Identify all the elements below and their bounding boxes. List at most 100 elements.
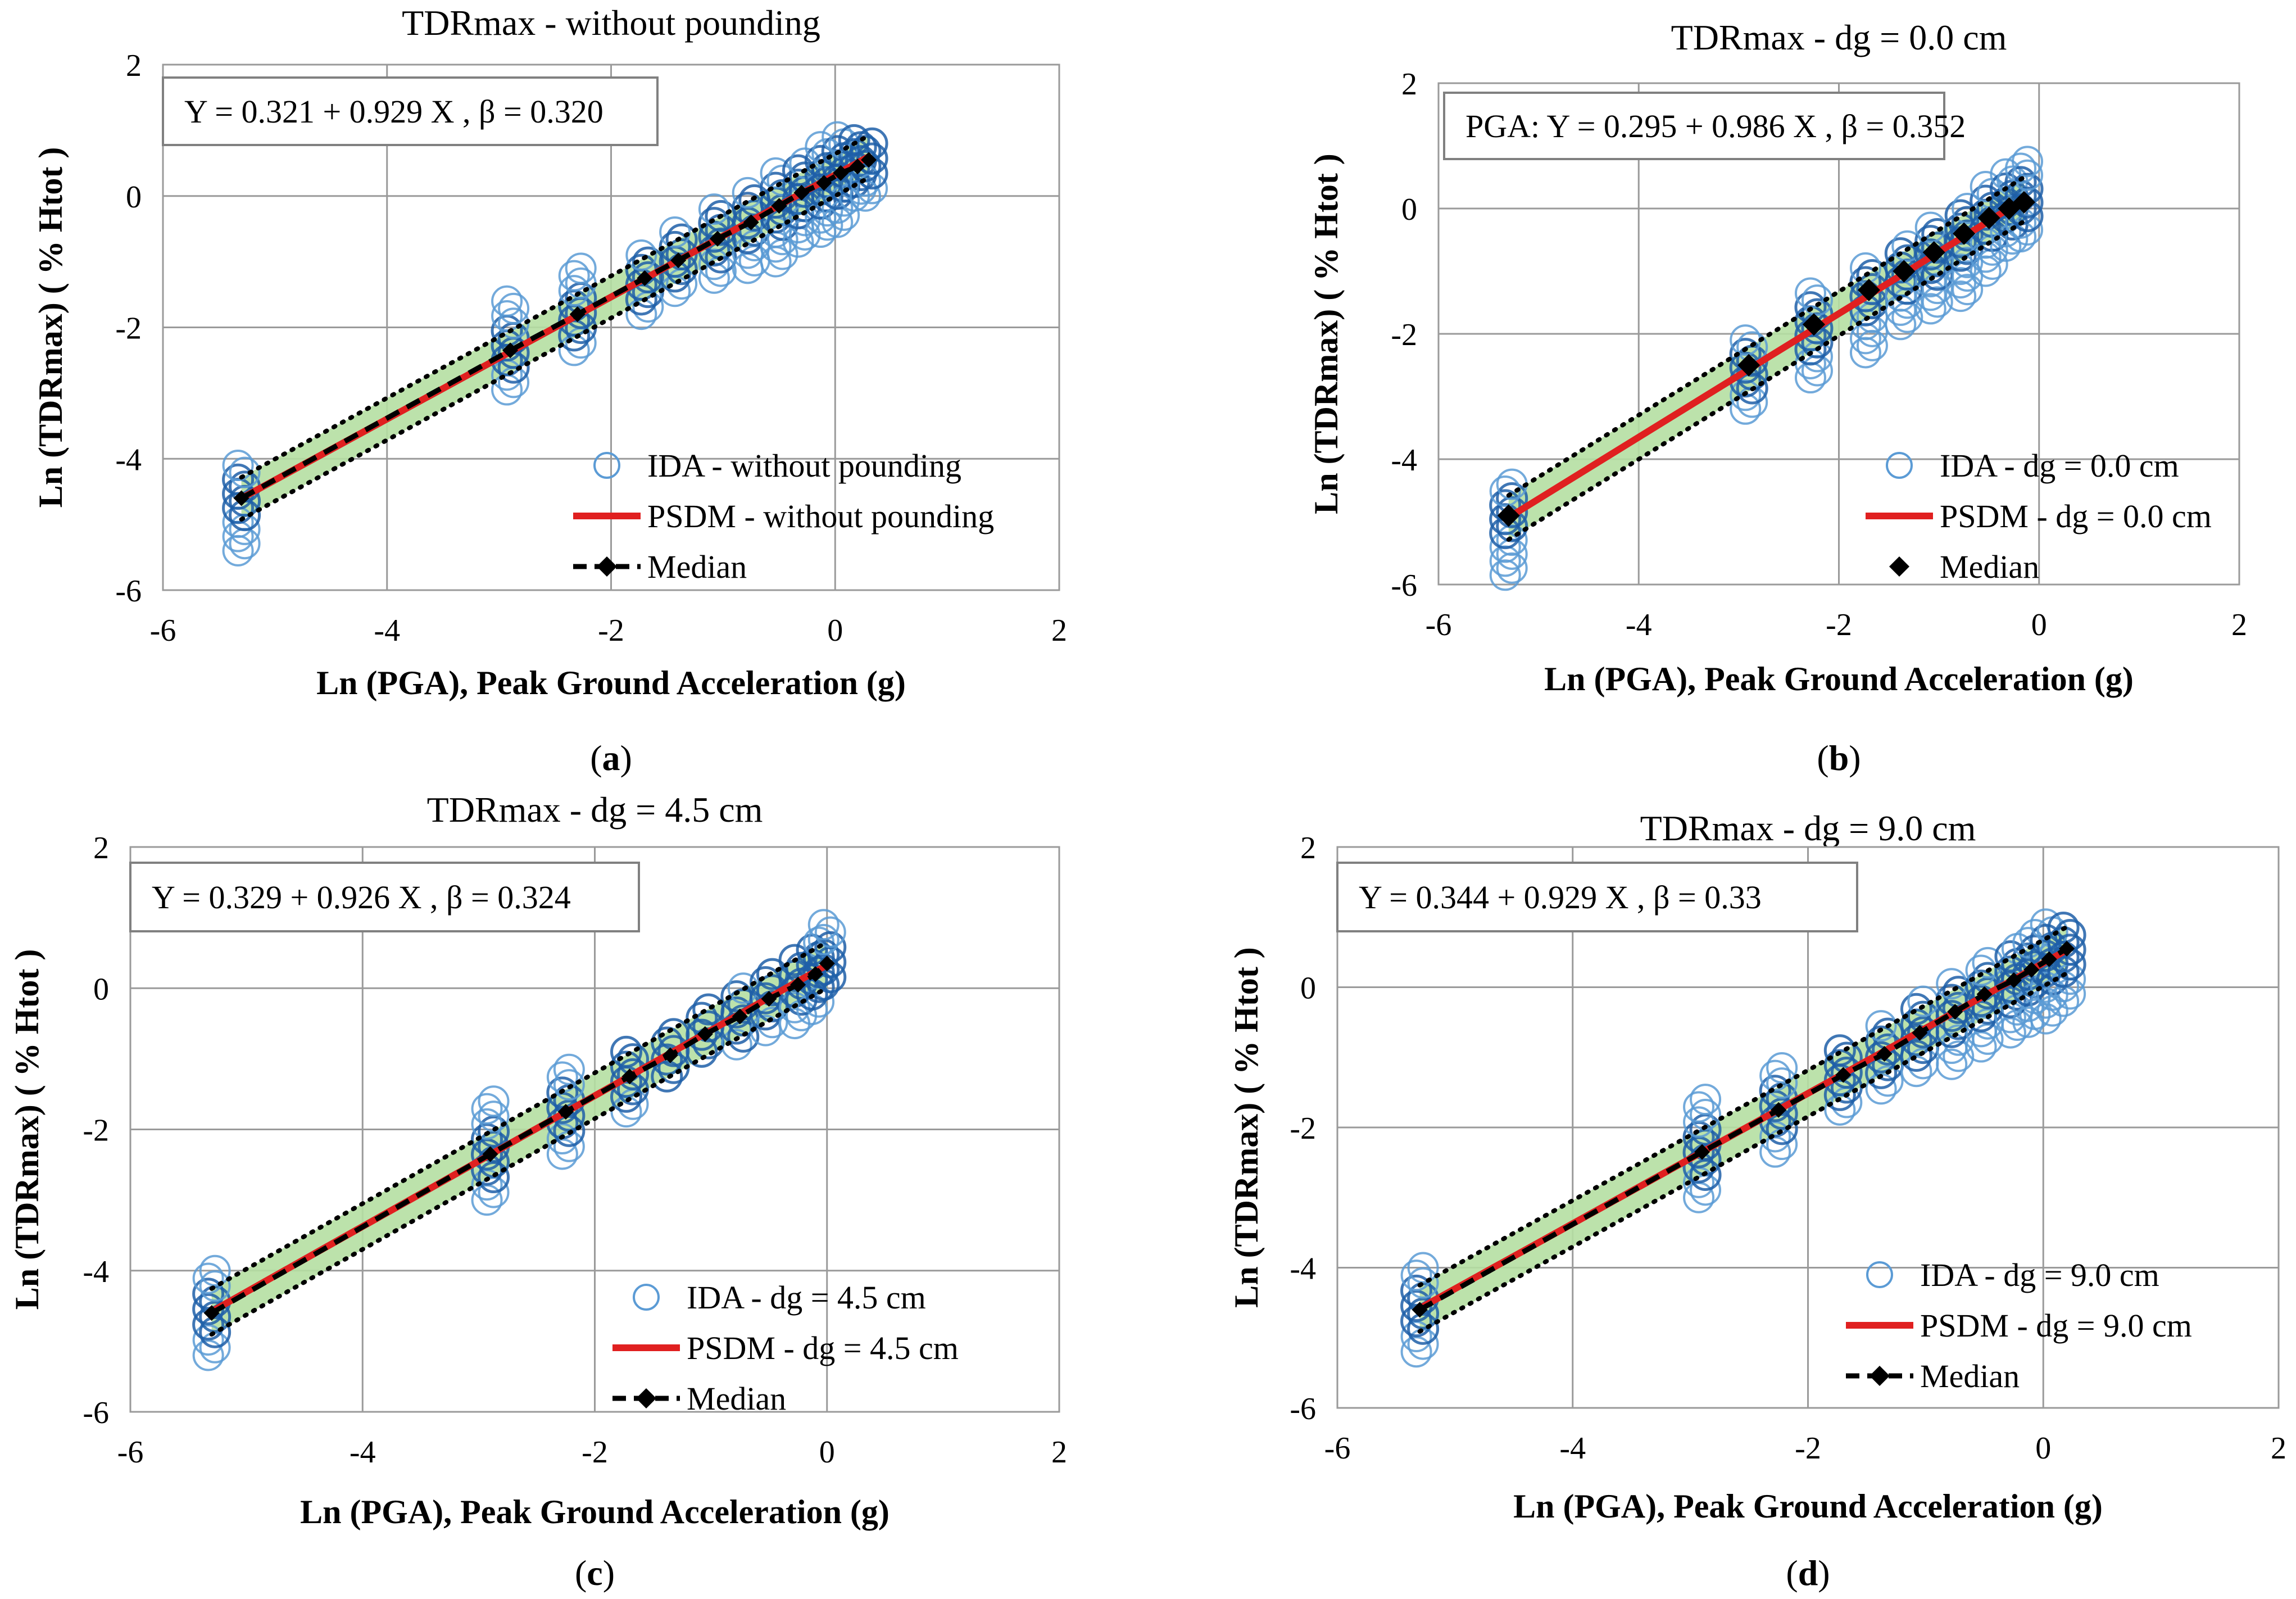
median-point — [1893, 260, 1916, 283]
chart-panel-d: TDRmax - dg = 9.0 cm -6 -4 -2 0 2 2 0 -2 -4 -6 Y = … — [1228, 808, 2286, 1593]
median-point — [743, 214, 759, 230]
legend-label: Median — [687, 1380, 786, 1417]
ida-point — [1690, 1084, 1722, 1116]
median-point — [771, 198, 787, 214]
ida-point — [222, 449, 254, 481]
median-point — [790, 976, 806, 993]
x-tick-label: 2 — [2271, 1431, 2286, 1466]
median-point — [1922, 241, 1945, 264]
chart-title: TDRmax - dg = 0.0 cm — [1671, 17, 2007, 57]
ida-point — [698, 193, 730, 225]
y-tick-label: -6 — [83, 1396, 109, 1430]
ida-point — [491, 300, 523, 332]
ida-point — [659, 216, 691, 248]
median-point — [709, 230, 725, 247]
y-tick-label: 2 — [93, 831, 109, 866]
median-point — [1412, 1302, 1428, 1318]
y-tick-label: -2 — [1290, 1111, 1316, 1146]
ida-point — [1951, 219, 1984, 252]
y-axis-label: Ln (TDRmax) ( % Htot ) — [32, 147, 69, 508]
equation-text: PGA: Y = 0.295 + 0.986 X , β = 0.352 — [1465, 108, 1966, 144]
y-tick-label: 0 — [1401, 192, 1417, 227]
median-point — [2013, 191, 2036, 214]
median-point — [2005, 972, 2022, 989]
ida-point — [1400, 1274, 1433, 1307]
median-point — [819, 955, 835, 972]
median-point — [816, 175, 832, 191]
median-point — [1976, 986, 1993, 1002]
y-tick-label: -4 — [83, 1254, 109, 1289]
x-tick-label: -2 — [1795, 1431, 1821, 1466]
ida-point — [2005, 152, 2037, 184]
y-tick-label: -2 — [1391, 318, 1417, 352]
ida-point — [727, 1020, 760, 1053]
ida-point — [756, 1007, 788, 1039]
panel-caption: (b) — [1817, 738, 1861, 778]
median-point — [761, 991, 777, 1007]
ida-point — [2054, 934, 2086, 966]
legend-label: PSDM - dg = 0.0 cm — [1940, 498, 2212, 534]
ida-point — [632, 261, 664, 293]
ida-point — [1766, 1067, 1798, 1099]
ida-point — [1936, 1048, 1968, 1080]
ida-point — [1407, 1267, 1439, 1299]
legend-label: IDA - dg = 0.0 cm — [1940, 447, 2179, 484]
ida-point — [1900, 1056, 1932, 1088]
ida-point — [1952, 193, 1984, 224]
y-axis-label: Ln (TDRmax) ( % Htot ) — [1228, 947, 1265, 1308]
legend-ida-icon — [1886, 452, 1913, 479]
ida-point — [546, 1138, 578, 1170]
ida-point — [1489, 559, 1521, 591]
ida-point — [2047, 911, 2080, 944]
ida-point — [192, 1339, 224, 1371]
legend-median-icon — [636, 1388, 656, 1408]
x-tick-label: -4 — [1559, 1431, 1586, 1466]
ida-point — [807, 909, 840, 941]
x-axis-label: Ln (PGA), Peak Ground Acceleration (g) — [316, 664, 906, 701]
panel-caption: (c) — [575, 1553, 615, 1593]
ida-point — [1489, 475, 1521, 508]
y-tick-label: 2 — [1300, 831, 1316, 866]
ida-point — [1489, 503, 1522, 536]
ida-point — [1865, 1057, 1898, 1089]
ida-point — [1730, 379, 1762, 411]
ida-point — [478, 1085, 510, 1117]
median-point — [850, 158, 866, 175]
median-point — [793, 184, 810, 201]
ida-point — [1921, 286, 1953, 318]
y-tick-label: -6 — [115, 574, 142, 609]
legend-median-icon — [1889, 556, 1909, 577]
x-tick-label: -4 — [1626, 608, 1652, 642]
median-point — [1876, 1046, 1893, 1062]
ida-point — [610, 1035, 642, 1068]
median-point — [1953, 222, 1976, 245]
x-tick-label: -6 — [150, 613, 176, 648]
chart-title: TDRmax - dg = 9.0 cm — [1640, 808, 1976, 848]
equation-text: Y = 0.344 + 0.929 X , β = 0.33 — [1359, 879, 1762, 916]
equation-box — [1443, 92, 1945, 160]
ida-point — [698, 248, 730, 280]
legend-median-icon — [1870, 1366, 1890, 1386]
median-point — [1737, 354, 1760, 377]
median-point — [732, 1008, 748, 1025]
x-tick-label: -6 — [117, 1435, 144, 1470]
x-tick-label: -4 — [374, 613, 400, 648]
ida-point — [1900, 1039, 1932, 1072]
x-tick-label: -6 — [1324, 1431, 1351, 1466]
panel-caption: (d) — [1786, 1553, 1830, 1593]
median-point — [807, 966, 824, 982]
ida-point — [807, 923, 840, 955]
ida-point — [625, 239, 657, 271]
chart-panel-c: TDRmax - dg = 4.5 cm -6 -4 -2 0 2 2 0 -2 -4 -6 Y = … — [8, 790, 1067, 1593]
ida-point — [856, 142, 888, 175]
ida-point — [1823, 1034, 1856, 1067]
ida-point — [849, 135, 882, 167]
ida-point — [546, 1076, 579, 1109]
ida-point — [1759, 1059, 1791, 1091]
x-tick-label: 2 — [2231, 608, 2247, 642]
ida-point — [1400, 1260, 1432, 1292]
median-point — [203, 1305, 220, 1321]
ida-point — [192, 1278, 225, 1310]
x-tick-label: -6 — [1426, 608, 1452, 642]
y-tick-label: -6 — [1290, 1392, 1316, 1426]
